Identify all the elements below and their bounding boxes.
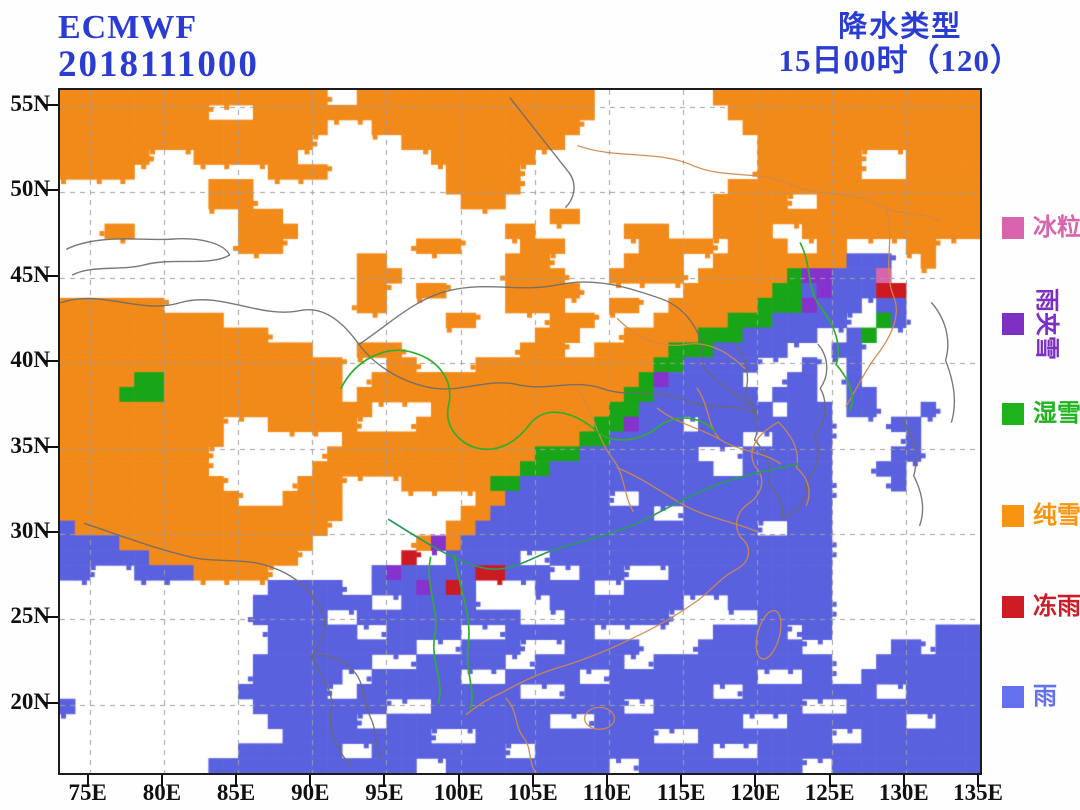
lat-tick-mark <box>45 274 58 277</box>
lat-tick-label: 55N <box>10 91 50 117</box>
lat-tick-mark <box>45 189 58 192</box>
lat-tick-label: 25N <box>10 603 50 629</box>
precip-raster-canvas <box>60 90 980 773</box>
legend: 冰粒雨夹雪湿雪纯雪冻雨雨 <box>1000 0 1080 810</box>
legend-item: 雨 <box>1000 682 1080 712</box>
lon-tick-mark <box>309 775 312 787</box>
lon-tick-mark <box>754 775 757 787</box>
lon-tick-mark <box>902 775 905 787</box>
lat-tick-mark <box>45 616 58 619</box>
legend-label: 冰粒 <box>1033 215 1080 241</box>
legend-label: 纯雪 <box>1033 503 1080 529</box>
legend-item: 冻雨 <box>1000 592 1080 622</box>
model-name: ECMWF <box>58 9 198 46</box>
legend-item: 冰粒 <box>1000 213 1080 243</box>
legend-swatch <box>1002 505 1024 527</box>
valid-time: 15日00时（120） <box>778 42 1022 78</box>
lat-tick-label: 40N <box>10 347 50 373</box>
legend-item: 纯雪 <box>1000 501 1080 531</box>
lat-tick-label: 20N <box>10 688 50 714</box>
legend-item: 湿雪 <box>1000 399 1080 429</box>
header-left: ECMWF 2018111000 <box>58 10 259 85</box>
lon-tick-mark <box>828 775 831 787</box>
legend-label: 雨 <box>1033 684 1057 710</box>
legend-swatch <box>1002 403 1024 425</box>
map-frame <box>58 88 982 775</box>
legend-label: 雨夹雪 <box>1033 288 1059 360</box>
lon-tick-mark <box>606 775 609 787</box>
product-title: 降水类型 <box>838 11 963 43</box>
lat-tick-mark <box>45 445 58 448</box>
lon-tick-mark <box>457 775 460 787</box>
legend-swatch <box>1002 313 1024 335</box>
lat-tick-mark <box>45 530 58 533</box>
lon-tick-mark <box>235 775 238 787</box>
lat-tick-mark <box>45 104 58 107</box>
header-right: 降水类型 15日00时（120） <box>778 11 1023 78</box>
lon-tick-mark <box>383 775 386 787</box>
lat-tick-label: 35N <box>10 432 50 458</box>
legend-item: 雨夹雪 <box>1000 288 1080 360</box>
lon-tick-mark <box>160 775 163 787</box>
lon-tick-mark <box>86 775 89 787</box>
lon-tick-mark <box>531 775 534 787</box>
lat-tick-mark <box>45 360 58 363</box>
legend-swatch <box>1002 686 1024 708</box>
lat-tick-label: 30N <box>10 517 50 543</box>
lon-tick-mark <box>680 775 683 787</box>
lat-tick-label: 50N <box>10 176 50 202</box>
legend-swatch <box>1002 217 1024 239</box>
legend-label: 冻雨 <box>1033 594 1080 620</box>
lat-tick-label: 45N <box>10 261 50 287</box>
legend-swatch <box>1002 596 1024 618</box>
run-datetime: 2018111000 <box>58 43 259 85</box>
lat-tick-mark <box>45 701 58 704</box>
lon-tick-mark <box>977 775 979 787</box>
legend-label: 湿雪 <box>1033 401 1080 427</box>
